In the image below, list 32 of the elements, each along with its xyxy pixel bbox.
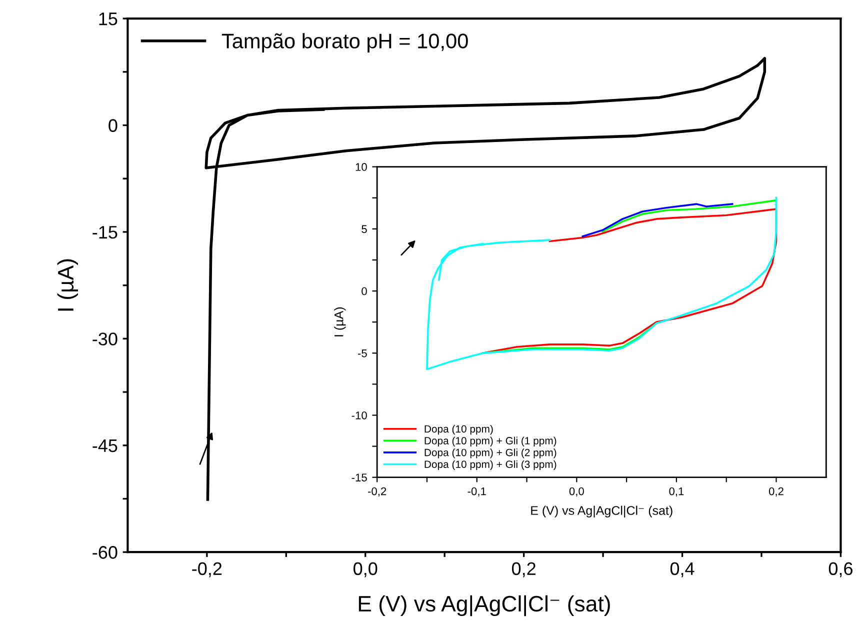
y-tick-label: 0	[108, 119, 118, 132]
x-tick-label: 0,1	[669, 487, 684, 497]
legend-label: Dopa (10 ppm) + Gli (3 ppm)	[424, 460, 556, 470]
x-axis-title: E (V) vs Ag|AgCl|Cl⁻ (sat)	[358, 595, 610, 616]
legend-label: Tampão borato pH = 10,00	[222, 33, 468, 53]
legend-label: Dopa (10 ppm)	[424, 424, 493, 435]
y-tick-label: 5	[362, 225, 367, 234]
legend-label: Dopa (10 ppm) + Gli (1 ppm)	[424, 436, 556, 446]
x-tick-label: -0,1	[468, 487, 486, 497]
y-tick-label: -10	[352, 411, 367, 420]
y-tick-label: -15	[352, 474, 367, 482]
y-tick-label: -5	[358, 349, 367, 358]
y-tick-label: -45	[92, 440, 118, 452]
y-tick-label: 15	[99, 12, 118, 26]
x-tick-label: -0,2	[192, 562, 222, 578]
x-tick-label: 0,6	[828, 562, 852, 578]
y-tick-label: 10	[356, 163, 367, 171]
x-tick-label: 0,0	[354, 562, 378, 578]
x-tick-label: -0,2	[368, 487, 386, 497]
y-axis-title: I (µA)	[57, 259, 78, 311]
y-tick-label: 0	[362, 287, 367, 296]
y-axis-title: I (µA)	[334, 307, 346, 336]
x-tick-label: 0,4	[670, 562, 694, 578]
x-tick-label: 0,2	[512, 562, 536, 578]
line-series	[582, 203, 734, 238]
y-tick-label: -15	[92, 226, 118, 239]
y-tick-label: -60	[92, 546, 118, 559]
x-tick-label: 0,0	[569, 487, 584, 497]
y-tick-label: -30	[92, 332, 118, 346]
legend-label: Dopa (10 ppm) + Gli (2 ppm)	[424, 448, 556, 458]
x-tick-label: 0,2	[768, 487, 784, 497]
x-axis-title: E (V) vs Ag|AgCl|Cl⁻ (sat)	[531, 506, 672, 518]
